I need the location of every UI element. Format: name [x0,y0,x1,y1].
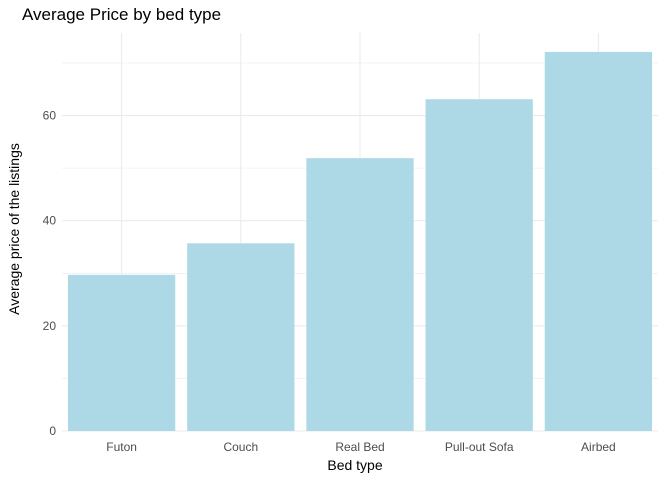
y-tick-label: 20 [43,319,57,333]
bar-real-bed [306,158,414,431]
y-tick-labels: 0 20 40 60 [43,109,57,438]
bar-couch [187,243,295,431]
x-tick-label: Futon [106,440,137,454]
chart-title: Average Price by bed type [22,5,222,24]
y-tick-label: 40 [43,214,57,228]
y-tick-label: 60 [43,109,57,123]
x-tick-labels: Futon Couch Real Bed Pull-out Sofa Airbed [106,440,615,454]
x-tick-label: Airbed [581,440,616,454]
y-tick-label: 0 [49,424,56,438]
x-tick-label: Couch [223,440,258,454]
x-tick-label: Pull-out Sofa [445,440,514,454]
bars [67,51,653,432]
bar-airbed [544,51,653,432]
x-axis-title: Bed type [327,457,382,473]
bar-pull-out-sofa [425,99,533,432]
bar-futon [67,274,176,431]
x-tick-label: Real Bed [335,440,384,454]
y-axis-title: Average price of the listings [6,143,22,315]
